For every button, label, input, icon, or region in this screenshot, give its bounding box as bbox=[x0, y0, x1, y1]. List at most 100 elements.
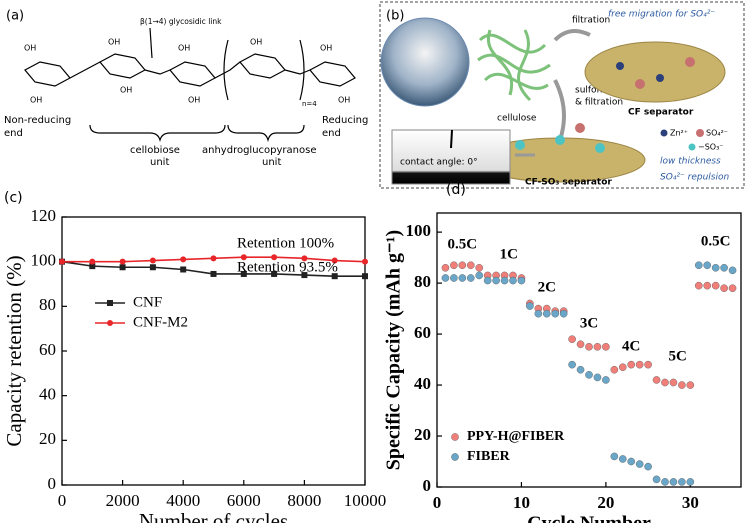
point bbox=[475, 263, 484, 272]
label: & filtration bbox=[575, 98, 623, 108]
y-tick-label: 80 bbox=[414, 272, 431, 291]
point bbox=[441, 263, 450, 272]
label: unit bbox=[150, 157, 169, 168]
ion bbox=[635, 79, 645, 89]
point bbox=[210, 270, 217, 277]
point bbox=[500, 276, 509, 285]
panel-letter: (a) bbox=[6, 9, 24, 24]
oh-label: OH bbox=[338, 96, 350, 105]
repeat-n: n=4 bbox=[302, 100, 317, 108]
point bbox=[678, 381, 686, 389]
point bbox=[466, 274, 475, 282]
annotation: 3C bbox=[580, 315, 598, 331]
ion bbox=[656, 74, 664, 82]
point bbox=[576, 340, 585, 349]
y-tick-label: 40 bbox=[39, 385, 56, 404]
legend-label: CNF bbox=[133, 294, 162, 310]
oh-label: OH bbox=[188, 96, 200, 105]
point bbox=[694, 261, 703, 270]
legend-marker bbox=[107, 300, 113, 306]
oh-label: OH bbox=[178, 44, 190, 53]
y-tick-label: 20 bbox=[39, 429, 56, 448]
point bbox=[568, 360, 576, 369]
y-tick-label: 60 bbox=[39, 340, 56, 359]
x-tick-label: 0 bbox=[433, 493, 442, 512]
point bbox=[271, 254, 278, 261]
label: Zn²⁺ bbox=[670, 129, 688, 138]
annotation: 5C bbox=[668, 348, 686, 364]
point bbox=[149, 264, 156, 271]
annotation: 2C bbox=[538, 280, 556, 296]
panel-b: (b) cotton cellulose filtration sulfonat… bbox=[379, 1, 745, 189]
point bbox=[686, 478, 695, 486]
point bbox=[686, 381, 695, 389]
point bbox=[441, 274, 450, 282]
brace bbox=[89, 124, 226, 143]
label: contact angle: 0° bbox=[400, 158, 478, 168]
point bbox=[661, 378, 669, 387]
point bbox=[509, 276, 517, 285]
links bbox=[69, 61, 311, 79]
point bbox=[89, 263, 96, 270]
x-tick-label: 0 bbox=[58, 491, 67, 510]
oh-label: OH bbox=[108, 38, 120, 47]
ring bbox=[99, 53, 146, 79]
point bbox=[534, 309, 543, 318]
legend-marker bbox=[107, 320, 113, 326]
label: CF separator bbox=[628, 108, 694, 118]
y-tick-label: 0 bbox=[423, 476, 432, 495]
y-tick-label: 60 bbox=[414, 323, 431, 342]
label: CF-SO₃ separator bbox=[525, 178, 612, 188]
cotton-image bbox=[380, 17, 470, 107]
point bbox=[635, 460, 644, 468]
point bbox=[271, 270, 278, 277]
point bbox=[728, 266, 737, 275]
point bbox=[661, 478, 669, 486]
point bbox=[602, 376, 610, 384]
label: low thickness bbox=[660, 157, 721, 167]
x-tick-label: 20 bbox=[597, 493, 614, 512]
point bbox=[362, 273, 368, 280]
point bbox=[119, 264, 126, 271]
point bbox=[728, 284, 737, 292]
x-tick-label: 4000 bbox=[166, 491, 200, 510]
y-tick-label: 80 bbox=[39, 295, 56, 314]
point bbox=[678, 478, 686, 486]
point bbox=[119, 258, 126, 265]
oh-label: OH bbox=[120, 86, 132, 95]
legend-marker bbox=[451, 453, 459, 461]
annotation: Retention 93.5% bbox=[237, 259, 338, 275]
point bbox=[585, 343, 593, 351]
x-tick-label: 6000 bbox=[227, 491, 261, 510]
point bbox=[458, 274, 467, 282]
point bbox=[240, 270, 247, 277]
point bbox=[331, 273, 338, 280]
annotation: 1C bbox=[500, 246, 518, 262]
label: free migration for SO₄²⁻ bbox=[608, 10, 715, 20]
x-tick-label: 8000 bbox=[287, 491, 321, 510]
label: −SO₃⁻ bbox=[698, 143, 724, 152]
point bbox=[652, 376, 661, 384]
point bbox=[627, 457, 636, 466]
point bbox=[149, 257, 156, 264]
point bbox=[627, 360, 636, 369]
label: unit bbox=[262, 157, 281, 168]
point bbox=[635, 360, 644, 369]
point bbox=[720, 284, 728, 292]
label: end bbox=[322, 128, 341, 139]
ion bbox=[575, 123, 585, 133]
y-tick-label: 120 bbox=[31, 206, 57, 225]
point bbox=[180, 256, 187, 263]
point bbox=[362, 258, 368, 265]
annotation: Retention 100% bbox=[237, 235, 334, 251]
panel-a: (a) OH OH OH OH OH OH OH OH OH n=4 β(1→4… bbox=[4, 9, 368, 169]
point bbox=[450, 274, 458, 282]
ion bbox=[555, 135, 565, 145]
x-axis-label: Cycle Number bbox=[527, 513, 651, 523]
ion bbox=[515, 140, 525, 150]
ring bbox=[309, 61, 356, 87]
point bbox=[475, 271, 484, 280]
arrow bbox=[553, 29, 591, 42]
cf-separator bbox=[584, 41, 726, 103]
